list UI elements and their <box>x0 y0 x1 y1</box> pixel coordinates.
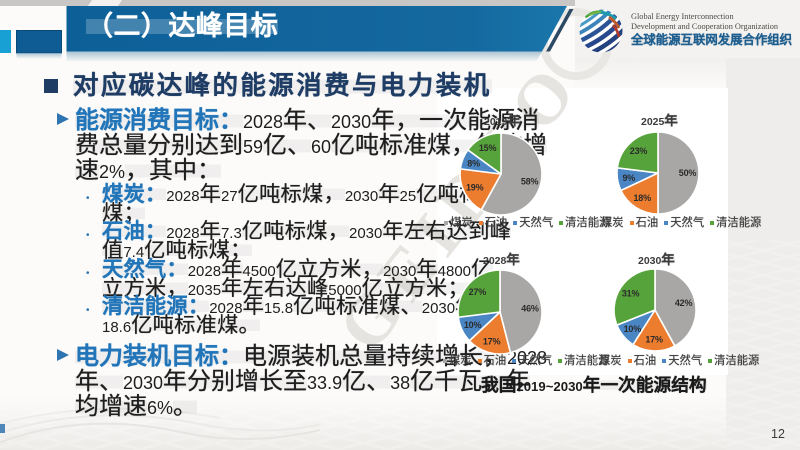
svg-text:18%: 18% <box>633 193 651 203</box>
svg-text:27%: 27% <box>469 287 487 297</box>
svg-text:8%: 8% <box>467 158 480 168</box>
svg-text:17%: 17% <box>645 335 663 345</box>
svg-text:58%: 58% <box>521 177 539 187</box>
svg-text:17%: 17% <box>483 336 501 346</box>
svg-text:9%: 9% <box>622 173 635 183</box>
svg-text:46%: 46% <box>521 303 539 313</box>
svg-text:19%: 19% <box>466 183 484 193</box>
svg-text:10%: 10% <box>624 324 642 334</box>
svg-text:50%: 50% <box>679 168 697 178</box>
svg-text:10%: 10% <box>464 320 482 330</box>
svg-text:31%: 31% <box>622 289 640 299</box>
svg-text:42%: 42% <box>675 298 693 308</box>
svg-text:15%: 15% <box>479 143 497 153</box>
svg-text:23%: 23% <box>630 146 648 156</box>
